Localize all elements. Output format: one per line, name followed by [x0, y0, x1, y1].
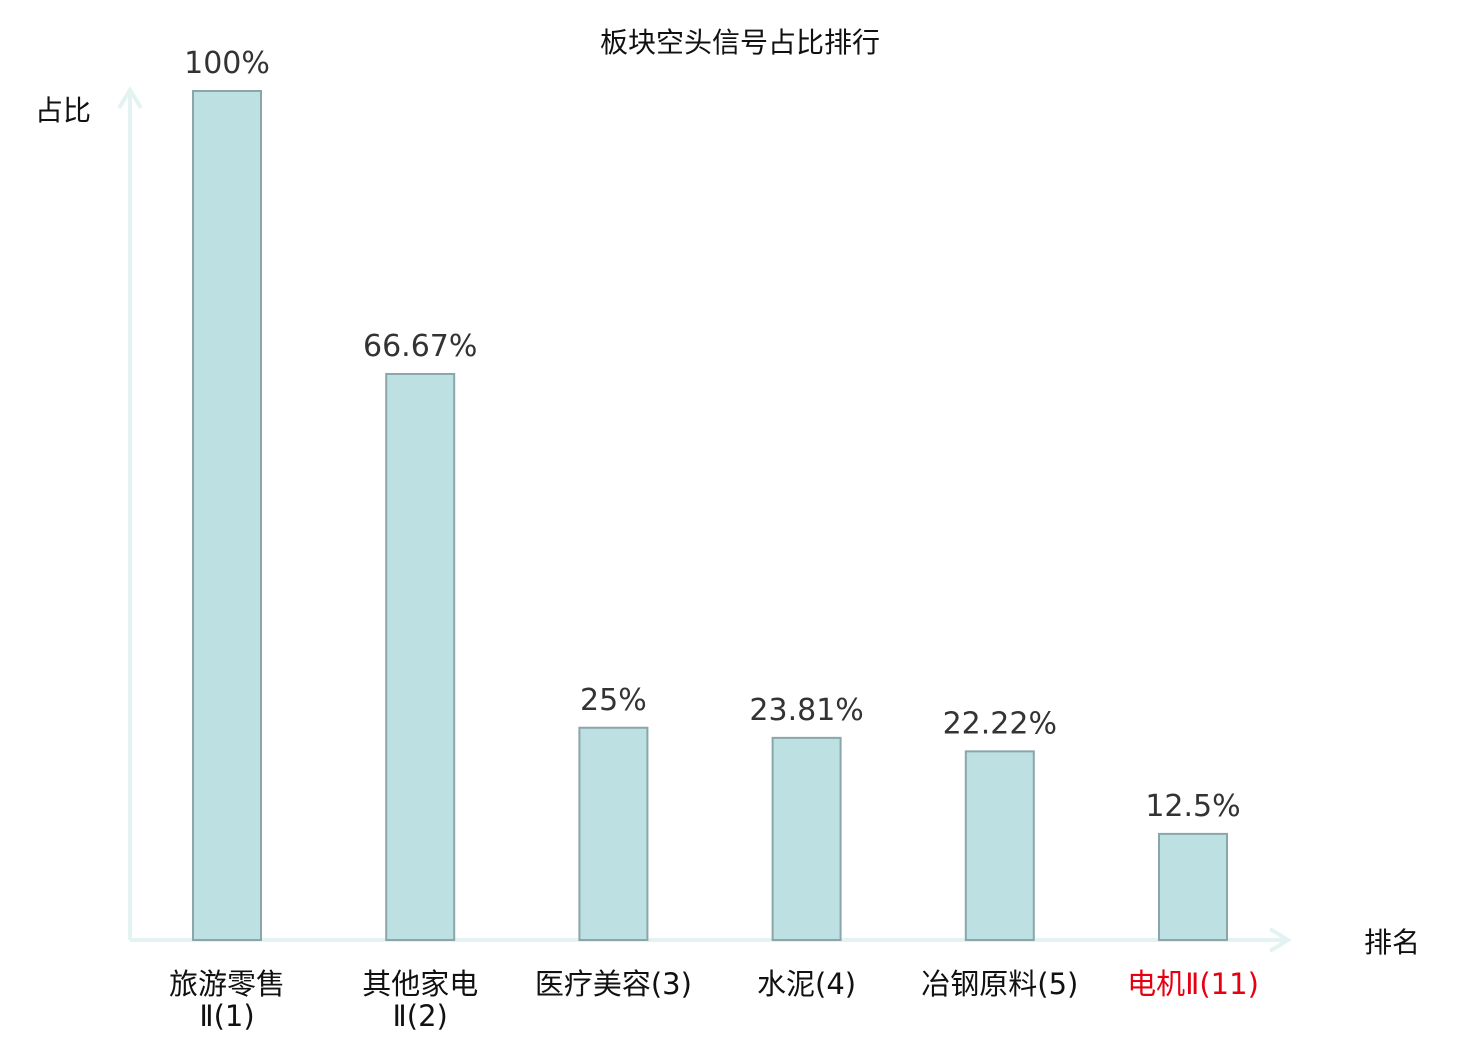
- bar-value-label: 25%: [580, 683, 647, 718]
- bar: [192, 90, 262, 941]
- category-label: 电机Ⅱ(11): [1127, 967, 1259, 1001]
- bar-value-label: 12.5%: [1145, 789, 1240, 824]
- x-axis-arrow: [1268, 927, 1292, 953]
- category-label: 冶钢原料(5): [921, 967, 1078, 1001]
- bars: [192, 90, 1228, 942]
- bar: [771, 736, 842, 941]
- x-axis-label: 排名: [1364, 926, 1420, 959]
- category-label: Ⅱ(2): [393, 999, 448, 1033]
- bar-value-label: 22.22%: [943, 706, 1057, 741]
- bar-value-label: 23.81%: [749, 693, 863, 728]
- chart-title: 板块空头信号占比排行: [600, 26, 880, 59]
- category-label: Ⅱ(1): [199, 999, 254, 1033]
- bar-value-label: 66.67%: [363, 329, 477, 364]
- bar: [1158, 832, 1228, 941]
- axes: [117, 86, 1292, 953]
- bar: [578, 726, 649, 941]
- bar-value-label: 100%: [184, 46, 270, 81]
- y-axis-label: 占比: [35, 94, 91, 127]
- category-label: 水泥(4): [757, 967, 856, 1001]
- category-label: 其他家电: [362, 967, 478, 1001]
- category-label: 旅游零售: [169, 967, 285, 1001]
- category-label: 医疗美容(3): [535, 967, 692, 1001]
- value-labels: 100% 66.67% 25% 23.81% 22.22% 12.5%: [184, 46, 1241, 824]
- bar: [964, 750, 1035, 941]
- y-axis-arrow: [117, 86, 143, 110]
- bar: [385, 372, 456, 942]
